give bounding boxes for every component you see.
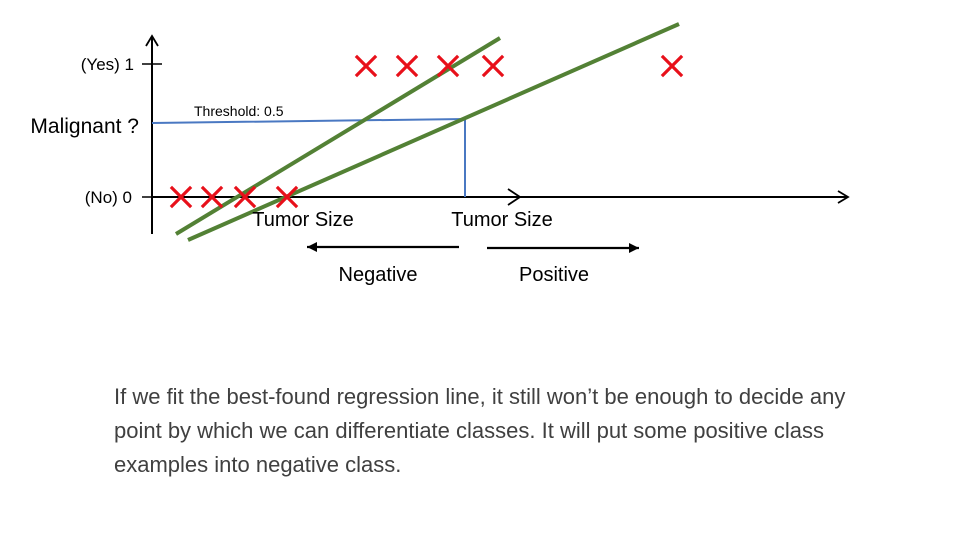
x-mark-icon <box>395 54 419 78</box>
y-label-no: (No) 0 <box>85 188 132 207</box>
x-mark-icon <box>436 54 460 78</box>
x-mark-icon <box>233 185 257 209</box>
negative-label: Negative <box>339 264 418 286</box>
x-mark-icon <box>200 185 224 209</box>
x-mark-icon <box>354 54 378 78</box>
x-mark-icon <box>275 185 299 209</box>
y-label-question: Malignant ? <box>30 115 139 138</box>
positive-label: Positive <box>519 264 589 286</box>
x-mark-icon <box>660 54 684 78</box>
y-label-yes: (Yes) 1 <box>81 55 134 74</box>
threshold-label: Threshold: 0.5 <box>194 103 284 119</box>
x-axis-label-long: Tumor Size <box>451 209 553 231</box>
caption-text: If we fit the best-found regression line… <box>114 384 846 477</box>
x-mark-icon <box>481 54 505 78</box>
fit-line-shallow <box>187 22 680 242</box>
x-axis-label-short: Tumor Size <box>252 209 354 231</box>
x-mark-icon <box>169 185 193 209</box>
fit-line-steep <box>174 36 502 236</box>
x-axis-short-arrow <box>507 188 522 206</box>
